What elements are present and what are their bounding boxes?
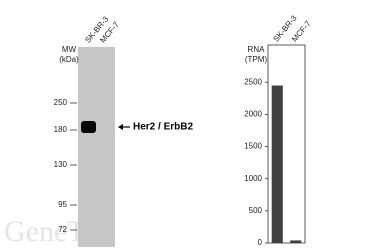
y-tick-label: 2500 [244, 77, 262, 86]
y-tick-label: 500 [249, 206, 263, 215]
marker-label: 180 [54, 125, 68, 134]
bar [290, 240, 302, 243]
band-label: Her2 / ErbB2 [133, 122, 193, 133]
y-tick-label: 1000 [244, 174, 262, 183]
marker-label: 72 [58, 225, 67, 234]
marker-label: 130 [54, 160, 68, 169]
mw-unit: (kDa) [59, 55, 79, 64]
plot-frame [267, 44, 306, 244]
y-axis-label: (TPM) [245, 55, 268, 64]
blot-band [81, 121, 96, 133]
marker-label: 250 [54, 98, 68, 107]
mw-label: MW [62, 45, 77, 54]
bar [271, 85, 283, 243]
y-tick-label: 1500 [244, 142, 262, 151]
y-axis-label: RNA [248, 45, 266, 54]
marker-label: 95 [58, 200, 67, 209]
arrow-head [118, 124, 123, 130]
y-tick-label: 0 [258, 238, 263, 247]
blot-membrane [78, 47, 115, 247]
y-tick-label: 2000 [244, 110, 262, 119]
